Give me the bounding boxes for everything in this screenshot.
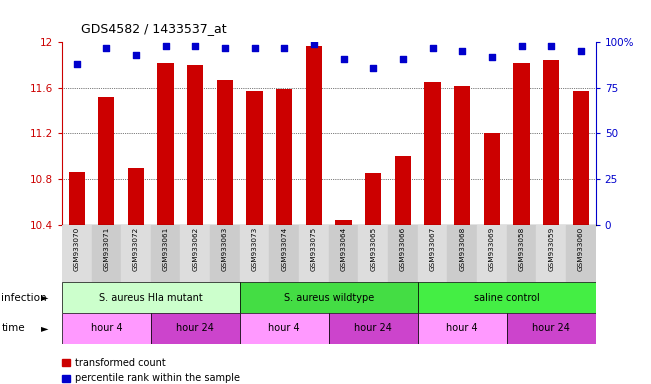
Bar	[158, 63, 174, 225]
Bar	[418, 282, 596, 313]
Point	[131, 52, 141, 58]
Bar	[424, 82, 441, 225]
Text: GSM933066: GSM933066	[400, 227, 406, 271]
Text: transformed count: transformed count	[75, 358, 165, 368]
Bar	[388, 225, 418, 282]
Point	[546, 43, 557, 49]
Text: GDS4582 / 1433537_at: GDS4582 / 1433537_at	[81, 22, 227, 35]
Bar	[454, 86, 471, 225]
Bar	[240, 313, 329, 344]
Text: GSM933063: GSM933063	[222, 227, 228, 271]
Point	[575, 48, 586, 55]
Bar	[62, 282, 240, 313]
Bar	[62, 313, 151, 344]
Text: hour 24: hour 24	[354, 323, 392, 333]
Bar	[151, 313, 240, 344]
Point	[249, 45, 260, 51]
Text: hour 4: hour 4	[447, 323, 478, 333]
Bar	[270, 225, 299, 282]
Point	[72, 61, 82, 67]
Text: GSM933058: GSM933058	[519, 227, 525, 271]
Text: GSM933073: GSM933073	[252, 227, 258, 271]
Bar	[418, 313, 506, 344]
Point	[516, 43, 527, 49]
Bar	[566, 225, 596, 282]
Bar	[329, 313, 418, 344]
Point	[487, 54, 497, 60]
Bar	[335, 220, 352, 225]
Text: hour 4: hour 4	[90, 323, 122, 333]
Text: infection: infection	[1, 293, 47, 303]
Text: GSM933064: GSM933064	[340, 227, 346, 271]
Text: S. aureus Hla mutant: S. aureus Hla mutant	[99, 293, 202, 303]
Text: GSM933075: GSM933075	[311, 227, 317, 271]
Bar	[484, 134, 500, 225]
Text: GSM933070: GSM933070	[74, 227, 79, 271]
Bar	[92, 225, 121, 282]
Bar	[306, 46, 322, 225]
Point	[160, 43, 171, 49]
Text: GSM933065: GSM933065	[370, 227, 376, 271]
Bar	[128, 168, 144, 225]
Bar	[247, 91, 263, 225]
Point	[101, 45, 111, 51]
Text: time: time	[1, 323, 25, 333]
Bar	[506, 313, 596, 344]
Point	[220, 45, 230, 51]
Point	[190, 43, 201, 49]
Bar	[299, 225, 329, 282]
Bar	[395, 156, 411, 225]
Point	[368, 65, 378, 71]
Text: GSM933061: GSM933061	[163, 227, 169, 271]
Bar	[329, 225, 359, 282]
Bar	[359, 225, 388, 282]
Bar	[121, 225, 151, 282]
Bar	[62, 225, 92, 282]
Bar	[418, 225, 447, 282]
Bar	[151, 225, 180, 282]
Bar	[506, 225, 536, 282]
Bar	[477, 225, 506, 282]
Text: GSM933074: GSM933074	[281, 227, 287, 271]
Text: ►: ►	[40, 323, 48, 333]
Bar	[180, 225, 210, 282]
Text: GSM933071: GSM933071	[104, 227, 109, 271]
Bar	[276, 89, 292, 225]
Text: GSM933069: GSM933069	[489, 227, 495, 271]
Text: GSM933072: GSM933072	[133, 227, 139, 271]
Point	[427, 45, 437, 51]
Bar	[240, 282, 418, 313]
Point	[279, 45, 290, 51]
Text: S. aureus wildtype: S. aureus wildtype	[284, 293, 374, 303]
Bar	[514, 63, 530, 225]
Text: GSM933068: GSM933068	[459, 227, 465, 271]
Text: ►: ►	[40, 293, 48, 303]
Bar	[187, 65, 204, 225]
Bar	[98, 97, 115, 225]
Bar	[210, 225, 240, 282]
Text: GSM933060: GSM933060	[578, 227, 584, 271]
Point	[457, 48, 467, 55]
Bar	[536, 225, 566, 282]
Bar	[240, 225, 270, 282]
Text: hour 4: hour 4	[268, 323, 300, 333]
Text: GSM933062: GSM933062	[192, 227, 199, 271]
Bar	[217, 80, 233, 225]
Text: hour 24: hour 24	[176, 323, 214, 333]
Bar	[447, 225, 477, 282]
Text: hour 24: hour 24	[533, 323, 570, 333]
Text: GSM933059: GSM933059	[548, 227, 554, 271]
Text: GSM933067: GSM933067	[430, 227, 436, 271]
Point	[398, 56, 408, 62]
Point	[339, 56, 349, 62]
Bar	[68, 172, 85, 225]
Bar	[573, 91, 589, 225]
Text: saline control: saline control	[474, 293, 540, 303]
Bar	[365, 173, 381, 225]
Bar	[543, 61, 559, 225]
Point	[309, 41, 319, 47]
Text: percentile rank within the sample: percentile rank within the sample	[75, 373, 240, 383]
